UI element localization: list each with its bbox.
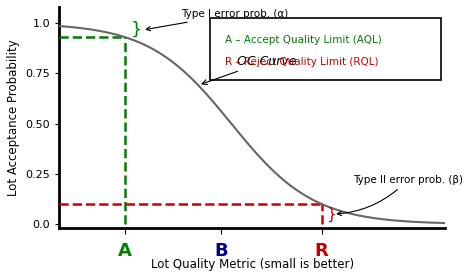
X-axis label: Lot Quality Metric (small is better): Lot Quality Metric (small is better)	[151, 258, 354, 271]
FancyBboxPatch shape	[210, 18, 441, 80]
Text: A: A	[118, 242, 132, 260]
Text: Type II error prob. (β): Type II error prob. (β)	[337, 175, 463, 216]
Text: Type I error prob. (α): Type I error prob. (α)	[146, 9, 288, 31]
Text: OC Curve: OC Curve	[202, 54, 296, 85]
Y-axis label: Lot Acceptance Probability: Lot Acceptance Probability	[7, 39, 20, 196]
Text: }: }	[131, 21, 142, 39]
Text: B: B	[215, 242, 228, 260]
Text: A – Accept Quality Limit (AQL): A – Accept Quality Limit (AQL)	[225, 35, 382, 45]
Text: R: R	[315, 242, 328, 260]
Text: }: }	[326, 207, 335, 222]
Text: R – Reject Quality Limit (RQL): R – Reject Quality Limit (RQL)	[225, 57, 379, 67]
